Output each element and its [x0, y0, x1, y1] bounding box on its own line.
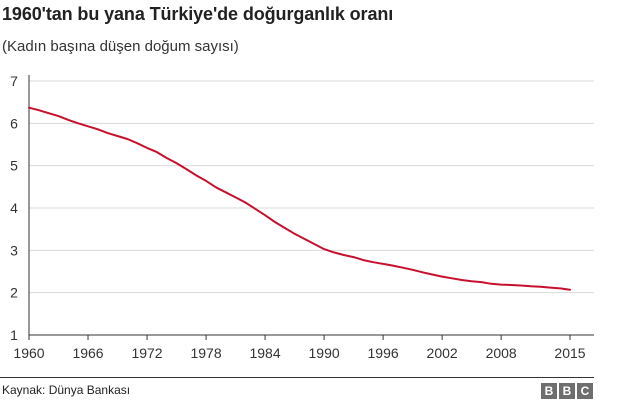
x-tick-label: 2015	[554, 345, 585, 361]
x-tick-label: 1966	[72, 345, 103, 361]
series-line-0	[28, 106, 571, 291]
x-tick-label: 1978	[190, 345, 221, 361]
bbc-logo: B B C	[541, 383, 593, 399]
x-tick-label: 1972	[131, 345, 162, 361]
fertility-line-chart: 1 2 3 4 5 6 7 1960 1966 1972 1978 1984 1990 1996 2002 2…	[10, 73, 594, 361]
y-tick-label: 7	[10, 73, 18, 89]
y-tick-label: 1	[10, 327, 18, 343]
x-tick-label: 1990	[309, 345, 340, 361]
chart-subtitle: (Kadın başına düşen doğum sayısı)	[2, 38, 239, 55]
x-tick-label: 2008	[486, 345, 517, 361]
footer-divider	[0, 377, 594, 378]
bbc-logo-letter: B	[541, 383, 557, 399]
bbc-logo-letter: C	[577, 383, 593, 399]
source-note: Kaynak: Dünya Bankası	[2, 383, 131, 397]
y-tick-label: 4	[10, 200, 18, 216]
x-tick-label: 2002	[427, 345, 458, 361]
y-tick-label: 2	[10, 285, 18, 301]
x-tick-label: 1984	[249, 345, 280, 361]
chart-title: 1960'tan bu yana Türkiye'de doğurganlık …	[2, 4, 394, 24]
x-tick-label: 1996	[368, 345, 399, 361]
y-tick-label: 3	[10, 242, 18, 258]
bbc-logo-letter: B	[559, 383, 575, 399]
y-tick-label: 6	[10, 115, 18, 131]
y-tick-label: 5	[10, 158, 18, 174]
x-tick-label: 1960	[13, 345, 44, 361]
